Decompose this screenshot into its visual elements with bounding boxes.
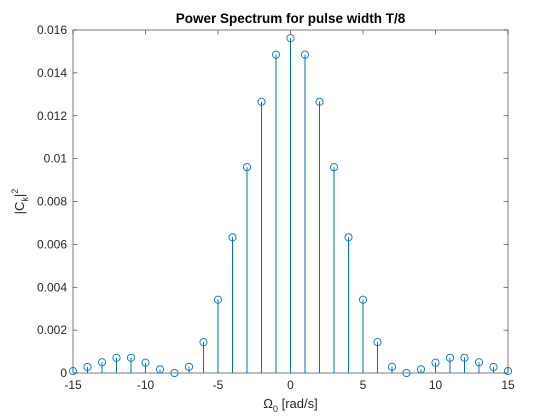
stem-marker — [184, 362, 194, 371]
stem-marker — [445, 353, 455, 362]
stem-marker — [344, 233, 353, 242]
y-tick-label: 0.012 — [37, 109, 67, 123]
stem-marker — [126, 353, 136, 362]
stem-marker — [300, 50, 310, 59]
stem-marker — [474, 358, 484, 367]
stem-marker — [228, 233, 237, 242]
stem-marker — [402, 368, 411, 378]
stem-marker — [416, 365, 426, 374]
y-tick-label: 0 — [60, 366, 67, 380]
x-tick-label: -5 — [213, 378, 224, 392]
y-tick-label: 0.016 — [37, 23, 67, 37]
stem-marker — [141, 358, 150, 367]
y-tick-label: 0.004 — [37, 280, 67, 294]
chart-title: Power Spectrum for pulse width T/8 — [176, 11, 406, 26]
stem-marker — [315, 97, 324, 106]
stem-marker — [489, 362, 498, 372]
stem-marker — [460, 353, 469, 362]
stem-marker — [83, 362, 92, 372]
stem-marker — [199, 338, 208, 347]
stem-series — [68, 34, 513, 378]
y-tick-label: 0.006 — [37, 237, 67, 251]
y-tick-label: 0.002 — [37, 323, 67, 337]
stem-marker — [257, 97, 266, 106]
stem-marker — [68, 367, 78, 376]
stem-marker — [170, 368, 179, 378]
stem-marker — [242, 163, 252, 172]
stem-marker — [112, 353, 121, 362]
stem-marker — [431, 358, 440, 367]
stem-marker — [387, 362, 397, 371]
stem-marker — [155, 365, 165, 374]
stem-marker — [271, 50, 281, 59]
x-axis-label: Ω0 [rad/s] — [263, 396, 317, 414]
y-tick-label: 0.01 — [44, 152, 68, 166]
x-tick-label: 0 — [287, 378, 294, 392]
x-tick-label: 10 — [429, 378, 443, 392]
x-tick-label: -10 — [137, 378, 155, 392]
x-tick-label: -15 — [64, 378, 82, 392]
stem-marker — [503, 367, 513, 376]
y-tick-label: 0.008 — [37, 195, 67, 209]
axis-ticks: -15 -10 -5 0 5 10 15 0 0.002 0.004 0.006 0.008 0.01 0… — [37, 23, 515, 392]
stem-marker — [358, 295, 368, 304]
stem-marker — [329, 163, 339, 172]
stem-marker — [213, 295, 223, 304]
stem-marker — [286, 34, 295, 43]
stem-marker — [97, 358, 107, 367]
stem-marker — [373, 338, 382, 347]
y-tick-label: 0.014 — [37, 66, 67, 80]
x-tick-label: 15 — [501, 378, 515, 392]
x-tick-label: 5 — [360, 378, 367, 392]
y-axis-label: |Ck|2 — [10, 189, 30, 215]
